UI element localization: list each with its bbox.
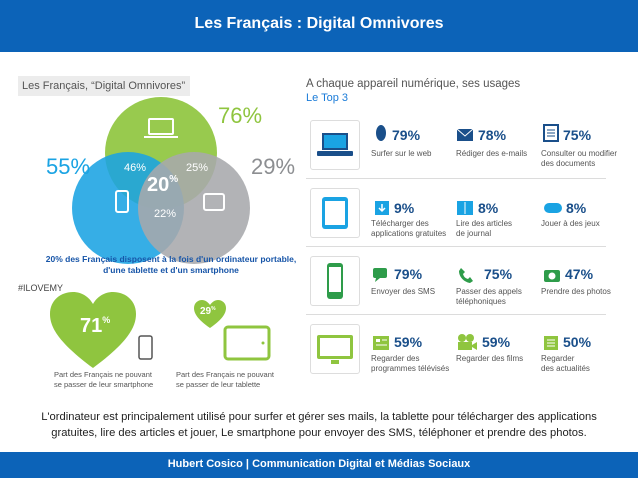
pct-tablet: 29%	[251, 154, 296, 179]
header-bar: Les Français : Digital Omnivores	[0, 0, 638, 52]
label-r3-c2: Passer des appels téléphoniques	[456, 287, 522, 306]
download-icon	[375, 201, 389, 215]
laptop-icon	[317, 133, 353, 156]
camera-icon	[544, 270, 560, 282]
heart2-label: Part des Français ne pouvant se passer de…	[176, 370, 274, 389]
left-box-title: Les Français, “Digital Omnivores”	[18, 76, 190, 96]
label-r1-c2: Rédiger des e-mails	[456, 149, 528, 158]
venn-caption-line2: d'une tablette et d'un smartphone	[103, 265, 239, 275]
footer-bar: Hubert Cosico | Communication Digital et…	[0, 452, 638, 478]
label-r4-c2: Regarder des films	[456, 354, 524, 363]
pct-phone: 55%	[46, 154, 91, 179]
label-r1-c1: Surfer sur le web	[371, 149, 432, 158]
mouse-icon	[376, 125, 386, 141]
envelope-icon	[456, 128, 474, 141]
tv-icon	[317, 335, 353, 364]
label-r2-c3: Jouer à des jeux	[541, 219, 600, 228]
row1-device-box	[310, 120, 360, 170]
row3-device-box	[310, 256, 360, 306]
heart-shape	[50, 292, 136, 368]
chat-icon	[373, 268, 387, 282]
label-r1-c3: Consulter ou modifier des documents	[541, 149, 618, 168]
inner-center: 20%	[147, 174, 179, 196]
right-title: A chaque appareil numérique, ses usages	[306, 78, 521, 90]
row-separator	[306, 314, 606, 315]
inner-right: 25%	[186, 162, 209, 174]
venn-diagram	[72, 97, 250, 264]
film-camera-icon	[458, 334, 477, 350]
stat-r1-c3: 75%	[563, 127, 592, 143]
inner-left: 46%	[124, 162, 147, 174]
label-r3-c3: Prendre des photos	[541, 287, 611, 296]
stat-r2-c1: 9%	[394, 200, 415, 216]
inner-bottom: 22%	[154, 208, 177, 220]
laptop-icon	[144, 118, 178, 138]
phone-icon	[459, 268, 473, 283]
gamepad-icon	[544, 203, 562, 213]
row-separator	[306, 178, 606, 179]
label-r4-c1: Regarder des programmes télévisés	[371, 354, 450, 373]
tablet-icon	[322, 197, 348, 229]
heart-tablet	[194, 300, 226, 328]
page-title: Les Français : Digital Omnivores	[194, 15, 444, 32]
tablet-icon	[203, 193, 225, 211]
hashtag: #ILOVEMY	[18, 283, 64, 293]
venn-caption-line1: 20% des Français disposent à la fois d'u…	[45, 254, 297, 264]
smartphone-icon	[327, 263, 343, 299]
label-r3-c1: Envoyer des SMS	[371, 287, 436, 296]
row4-device-box	[310, 324, 360, 374]
smartphone-icon	[138, 335, 153, 360]
tablet-icon	[223, 325, 271, 361]
label-r2-c2: Lire des articles de journal	[456, 219, 513, 238]
document-icon	[543, 124, 559, 142]
heart1-value: 71%	[80, 315, 111, 337]
heart1-label: Part des Français ne pouvant se passer de…	[54, 370, 154, 389]
row-separator	[306, 246, 606, 247]
footer-text: Hubert Cosico | Communication Digital et…	[167, 458, 471, 470]
stat-r3-c2: 75%	[484, 266, 513, 282]
stat-r4-c2: 59%	[482, 334, 511, 350]
pct-laptop: 76%	[218, 103, 263, 128]
heart-smartphone	[50, 292, 136, 368]
stat-r4-c3: 50%	[563, 334, 592, 350]
stat-r3-c3: 47%	[565, 266, 594, 282]
right-subtitle: Le Top 3	[306, 92, 349, 104]
stat-r1-c1: 79%	[392, 127, 421, 143]
label-r2-c1: Télécharger des applications gratuites	[371, 219, 447, 238]
phone-icon	[115, 190, 129, 213]
stat-r2-c3: 8%	[566, 200, 587, 216]
tv-program-icon	[373, 336, 389, 350]
summary-caption: L'ordinateur est principalement utilisé …	[41, 411, 597, 439]
label-r4-c3: Regarder des actualités	[541, 354, 590, 373]
stat-r4-c1: 59%	[394, 334, 423, 350]
stat-r3-c1: 79%	[394, 266, 423, 282]
book-icon	[457, 201, 473, 215]
heart2-value: 29%	[200, 306, 216, 317]
stat-r1-c2: 78%	[478, 127, 507, 143]
stat-r2-c2: 8%	[478, 200, 499, 216]
row2-device-box	[310, 188, 360, 238]
venn-tablet-circle	[138, 152, 250, 264]
news-icon	[544, 336, 558, 350]
left-infographic: Les Français, “Digital Omnivores” 76% 55…	[18, 70, 296, 389]
